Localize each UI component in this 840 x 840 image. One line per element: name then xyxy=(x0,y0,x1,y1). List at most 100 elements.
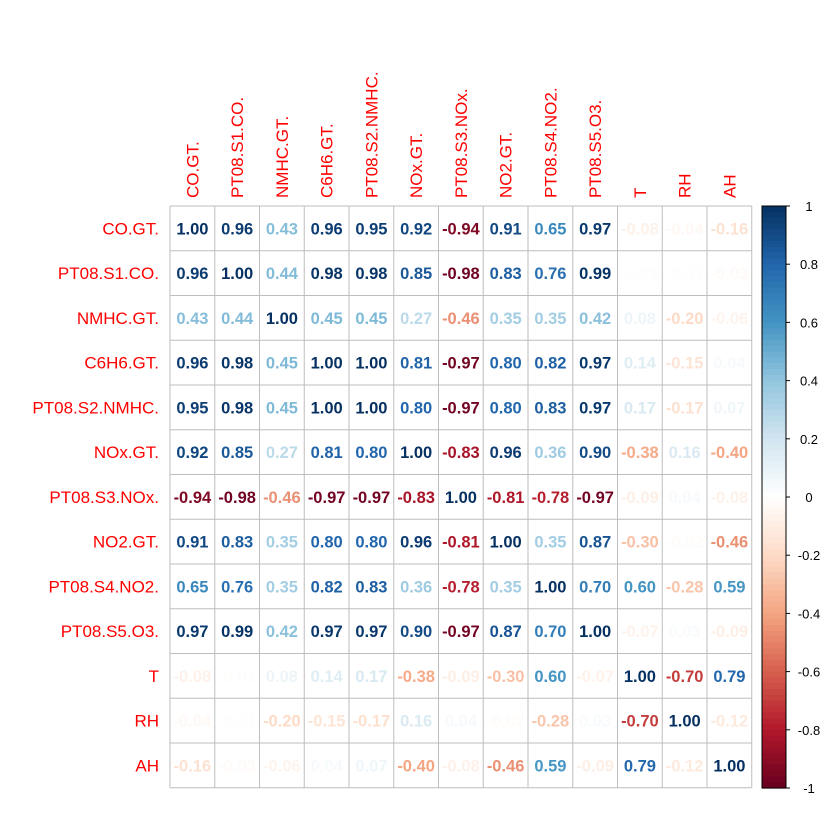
correlation-value: 0.07 xyxy=(355,757,387,775)
correlation-value: 0.44 xyxy=(266,265,299,283)
colorbar-segment xyxy=(762,235,786,242)
colorbar-segment xyxy=(762,374,786,382)
correlation-value: 0.04 xyxy=(311,757,344,775)
correlation-value: 1.00 xyxy=(624,668,656,686)
colorbar-segment xyxy=(762,520,786,527)
correlation-value: -0.01 xyxy=(621,265,659,283)
colorbar-segment xyxy=(762,264,786,271)
colorbar-segment xyxy=(762,619,786,626)
correlation-value: -0.46 xyxy=(442,310,480,328)
correlation-value: 0.65 xyxy=(176,578,208,596)
colorbar-segment xyxy=(762,735,786,743)
correlation-value: -0.07 xyxy=(576,668,614,686)
row-label: C6H6.GT. xyxy=(84,354,159,373)
correlation-value: 1.00 xyxy=(669,713,701,731)
row-label: PT08.S5.O3. xyxy=(61,622,159,641)
correlation-value: 0.04 xyxy=(713,355,746,373)
correlation-value: 0.35 xyxy=(266,534,298,552)
correlation-value: 0.42 xyxy=(266,623,298,641)
colorbar-tick-label: 0 xyxy=(805,490,812,505)
colorbar-legend: 1 0.8 0.6 0.4 0.2 0 -0.2 -0.4 -0.6 -0.8 -1 xyxy=(761,199,820,796)
correlation-value: 0.96 xyxy=(490,444,522,462)
correlation-value: 1.00 xyxy=(490,534,522,552)
colorbar-tick-label: -0.6 xyxy=(798,665,820,680)
colorbar-tick-label: 0.2 xyxy=(800,432,818,447)
column-label: C6H6.GT. xyxy=(318,123,337,198)
correlation-value: -0.06 xyxy=(263,757,301,775)
correlation-value: 0.83 xyxy=(355,578,387,596)
correlation-value: -0.81 xyxy=(442,534,480,552)
colorbar-segment xyxy=(762,502,786,510)
row-label: PT08.S3.NOx. xyxy=(49,488,159,507)
column-label: PT08.S5.O3. xyxy=(586,100,605,198)
correlation-value: 1.00 xyxy=(355,355,387,373)
correlation-value: 0.90 xyxy=(400,623,432,641)
correlation-value: 0.83 xyxy=(534,399,566,417)
colorbar-segment xyxy=(762,497,786,504)
correlation-value: -0.01 xyxy=(666,265,704,283)
correlation-value: -0.28 xyxy=(666,578,704,596)
correlation-value: -0.97 xyxy=(308,489,346,507)
correlation-value: 0.80 xyxy=(490,399,522,417)
correlation-value: 0.70 xyxy=(534,623,566,641)
colorbar-segment xyxy=(762,758,786,766)
colorbar-segment xyxy=(762,601,786,609)
correlation-value: -0.81 xyxy=(487,489,525,507)
correlation-value: -0.15 xyxy=(666,355,704,373)
colorbar-segment xyxy=(762,258,786,265)
correlation-value: 0.80 xyxy=(355,534,387,552)
correlation-value: -0.01 xyxy=(218,713,256,731)
correlation-value: 0.95 xyxy=(355,220,387,238)
correlation-value: 0.98 xyxy=(355,265,387,283)
correlation-value: -0.38 xyxy=(621,444,659,462)
correlation-value: 0.14 xyxy=(311,668,344,686)
correlation-value: 0.36 xyxy=(534,444,566,462)
colorbar-segment xyxy=(762,438,786,446)
row-label: RH xyxy=(134,712,159,731)
correlation-value: 0.82 xyxy=(311,578,343,596)
correlation-value: 0.27 xyxy=(400,310,432,328)
correlation-value: -0.20 xyxy=(666,310,704,328)
correlation-value: -0.97 xyxy=(576,489,614,507)
correlation-value: 1.00 xyxy=(534,578,566,596)
colorbar-segment xyxy=(762,595,786,603)
colorbar-segment xyxy=(762,543,786,550)
colorbar-segment xyxy=(762,462,786,469)
correlation-value: -0.97 xyxy=(442,623,480,641)
colorbar-segment xyxy=(762,450,786,457)
colorbar-segment xyxy=(762,607,786,614)
correlation-value: 0.96 xyxy=(311,220,343,238)
colorbar-segment xyxy=(762,246,786,254)
colorbar-segment xyxy=(762,485,786,492)
correlation-value: -0.17 xyxy=(353,713,391,731)
correlation-value: 0.79 xyxy=(713,668,745,686)
colorbar-segment xyxy=(762,590,786,597)
correlation-value: 0.80 xyxy=(490,355,522,373)
correlation-value: 0.80 xyxy=(400,399,432,417)
colorbar-segment xyxy=(762,700,786,708)
correlation-value: -0.46 xyxy=(711,534,749,552)
correlation-value: 0.83 xyxy=(490,265,522,283)
correlation-value: -0.02 xyxy=(487,713,525,731)
correlation-value: 0.97 xyxy=(311,623,343,641)
correlation-value: 0.27 xyxy=(266,444,298,462)
column-label: NO2.GT. xyxy=(497,132,516,198)
correlation-value: 0.43 xyxy=(176,310,208,328)
correlation-value: 0.97 xyxy=(176,623,208,641)
correlation-value: -0.97 xyxy=(442,399,480,417)
correlation-value: -0.78 xyxy=(532,489,570,507)
correlation-value: 0.35 xyxy=(534,534,566,552)
correlation-value: 0.16 xyxy=(669,444,701,462)
colorbar-segment xyxy=(762,549,786,556)
correlation-value: -0.08 xyxy=(711,489,749,507)
colorbar-tick-label: 0.8 xyxy=(800,257,818,272)
colorbar-segment xyxy=(762,689,786,696)
colorbar-segment xyxy=(762,299,786,306)
correlation-value: 0.03 xyxy=(579,713,611,731)
correlation-value: 0.96 xyxy=(176,355,208,373)
correlation-value: 1.00 xyxy=(713,757,745,775)
correlation-value: 0.90 xyxy=(579,444,611,462)
correlation-value: -0.16 xyxy=(174,757,212,775)
correlation-value: 0.92 xyxy=(400,220,432,238)
correlation-value: 0.08 xyxy=(266,668,298,686)
